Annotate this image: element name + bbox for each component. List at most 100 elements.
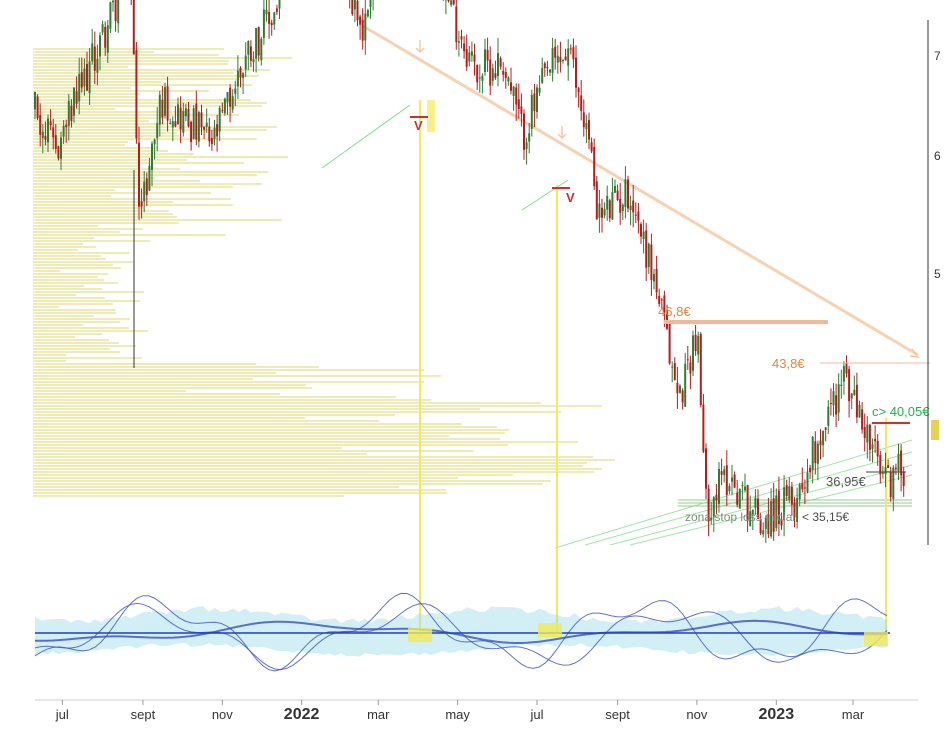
volume-profile-bar: [33, 90, 209, 92]
candle-body: [242, 72, 245, 79]
volume-profile-bar: [33, 477, 458, 479]
volume-profile-bar: [33, 468, 602, 470]
candle-body: [369, 0, 372, 7]
volume-profile-bar: [33, 291, 144, 293]
candles: [34, 0, 905, 543]
candle-body: [751, 509, 754, 515]
candle-body: [364, 13, 367, 41]
volume-profile-bar: [33, 306, 59, 308]
volume-profile-bar: [33, 390, 186, 392]
candle-body: [101, 24, 104, 33]
candle-body: [707, 488, 710, 522]
candle-body: [829, 403, 832, 404]
candle-body: [666, 310, 668, 329]
candle-body: [88, 61, 91, 93]
volume-profile-bar: [33, 432, 505, 434]
candle-body: [60, 137, 62, 159]
volume-profile-bar: [33, 48, 224, 50]
candle-body: [814, 441, 817, 464]
candle-body: [681, 390, 684, 403]
candle-body: [744, 486, 746, 491]
candle-body: [177, 104, 179, 125]
candle-body: [660, 299, 663, 301]
candle-body: [499, 58, 502, 67]
volume-profile-bar: [33, 207, 144, 209]
candle-body: [764, 517, 767, 529]
candle-body: [653, 273, 655, 282]
candle-body: [114, 0, 117, 22]
candle-body: [876, 440, 879, 457]
candle-body: [244, 55, 247, 70]
candle-body: [166, 86, 169, 121]
candle-body: [450, 0, 453, 5]
candle-body: [525, 142, 528, 150]
support-channel-line: [609, 464, 913, 546]
signal-lines: [419, 100, 939, 640]
volume-profile-bar: [33, 402, 541, 404]
candle-body: [226, 92, 229, 103]
volume-profile-bar: [33, 459, 615, 461]
volume-profile-bar: [33, 264, 113, 266]
volume-profile-bar: [33, 360, 66, 362]
volume-profile-bar: [33, 261, 134, 263]
candle-body: [179, 107, 182, 130]
candle-body: [822, 430, 825, 446]
candle-body: [255, 28, 258, 59]
candle-body: [507, 77, 510, 82]
candle-body: [234, 88, 237, 94]
candle-body: [164, 87, 166, 116]
support-channel-line: [554, 439, 913, 549]
candle-body: [190, 121, 193, 142]
candle-body: [577, 88, 580, 93]
volume-profile-bar: [33, 366, 319, 368]
candle-body: [504, 72, 507, 78]
candle-body: [850, 393, 853, 399]
volume-profile-bar: [33, 273, 108, 275]
candle-body: [481, 75, 484, 81]
volume-profile-bar: [33, 177, 155, 179]
candle-body: [738, 488, 741, 509]
candle-body: [627, 179, 629, 209]
candle-body: [546, 67, 549, 69]
y-tick-label: 5: [934, 267, 941, 281]
candle-body: [881, 472, 884, 474]
volume-profile-bar: [33, 321, 120, 323]
volume-profile-bar: [33, 357, 142, 359]
volume-profile-bar: [33, 315, 94, 317]
candle-body: [871, 444, 874, 449]
candle-body: [221, 110, 224, 112]
volume-profile-bar: [33, 438, 500, 440]
volume-profile-bar: [33, 489, 446, 491]
candle-body: [702, 404, 705, 452]
volume-profile-bar: [33, 297, 105, 299]
candle-body: [158, 94, 161, 125]
volume-profile-bar: [33, 129, 267, 131]
candle-body: [489, 59, 492, 86]
candle-body: [894, 467, 897, 469]
volume-profile-bar: [33, 378, 253, 380]
volume-profile-bar: [33, 144, 125, 146]
support-label: 36,95€: [826, 474, 867, 489]
candle-body: [153, 139, 156, 145]
volume-profile-bar: [33, 318, 130, 320]
candle-body: [902, 472, 905, 486]
x-tick-label: sept: [131, 707, 156, 722]
candle-body: [785, 485, 788, 496]
candle-body: [463, 43, 466, 52]
candle-body: [879, 455, 882, 475]
volume-profile-bar: [33, 408, 480, 410]
volume-profile-bar: [33, 105, 262, 107]
candle-body: [668, 323, 671, 364]
candle-body: [658, 295, 661, 304]
volume-profile-bar: [33, 393, 280, 395]
volume-profile-bar: [33, 483, 543, 485]
volume-profile-bar: [33, 381, 424, 383]
volume-profile-bar: [33, 267, 121, 269]
volume-profile-bar: [33, 294, 76, 296]
candle-body: [663, 295, 666, 313]
candle-body: [78, 74, 81, 102]
candle-body: [229, 87, 232, 107]
candle-body: [218, 107, 221, 132]
volume-profile-bar: [33, 156, 288, 158]
